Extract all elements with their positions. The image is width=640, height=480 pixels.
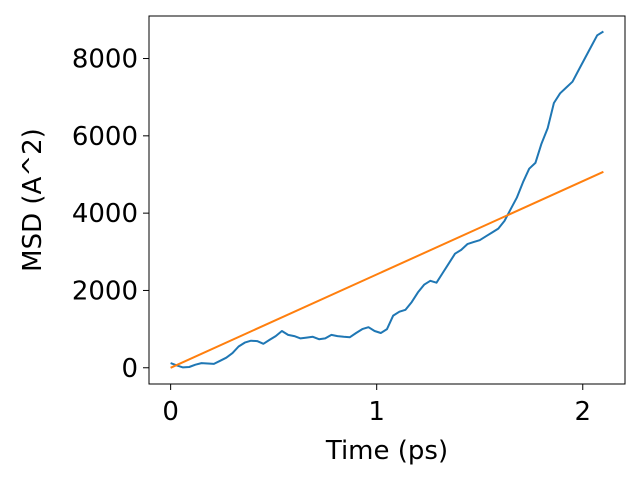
y-tick-label: 2000 bbox=[72, 276, 138, 306]
y-tick-label: 4000 bbox=[72, 199, 138, 229]
x-ticks: 0 1 2 bbox=[162, 384, 591, 427]
y-tick-label: 6000 bbox=[72, 122, 138, 152]
y-tick-label: 8000 bbox=[72, 45, 138, 75]
y-ticks: 0 2000 4000 6000 8000 bbox=[72, 45, 149, 384]
x-axis-label: Time (ps) bbox=[325, 436, 448, 466]
series-line-1 bbox=[170, 170, 604, 369]
series-line-0 bbox=[170, 30, 604, 369]
y-tick-label: 0 bbox=[121, 354, 138, 384]
x-tick-label: 0 bbox=[162, 397, 179, 427]
y-axis-label: MSD (A^2) bbox=[18, 128, 48, 272]
series-layer bbox=[170, 30, 604, 369]
x-tick-label: 1 bbox=[368, 397, 385, 427]
plot-area bbox=[148, 15, 626, 385]
x-tick-label: 2 bbox=[574, 397, 591, 427]
